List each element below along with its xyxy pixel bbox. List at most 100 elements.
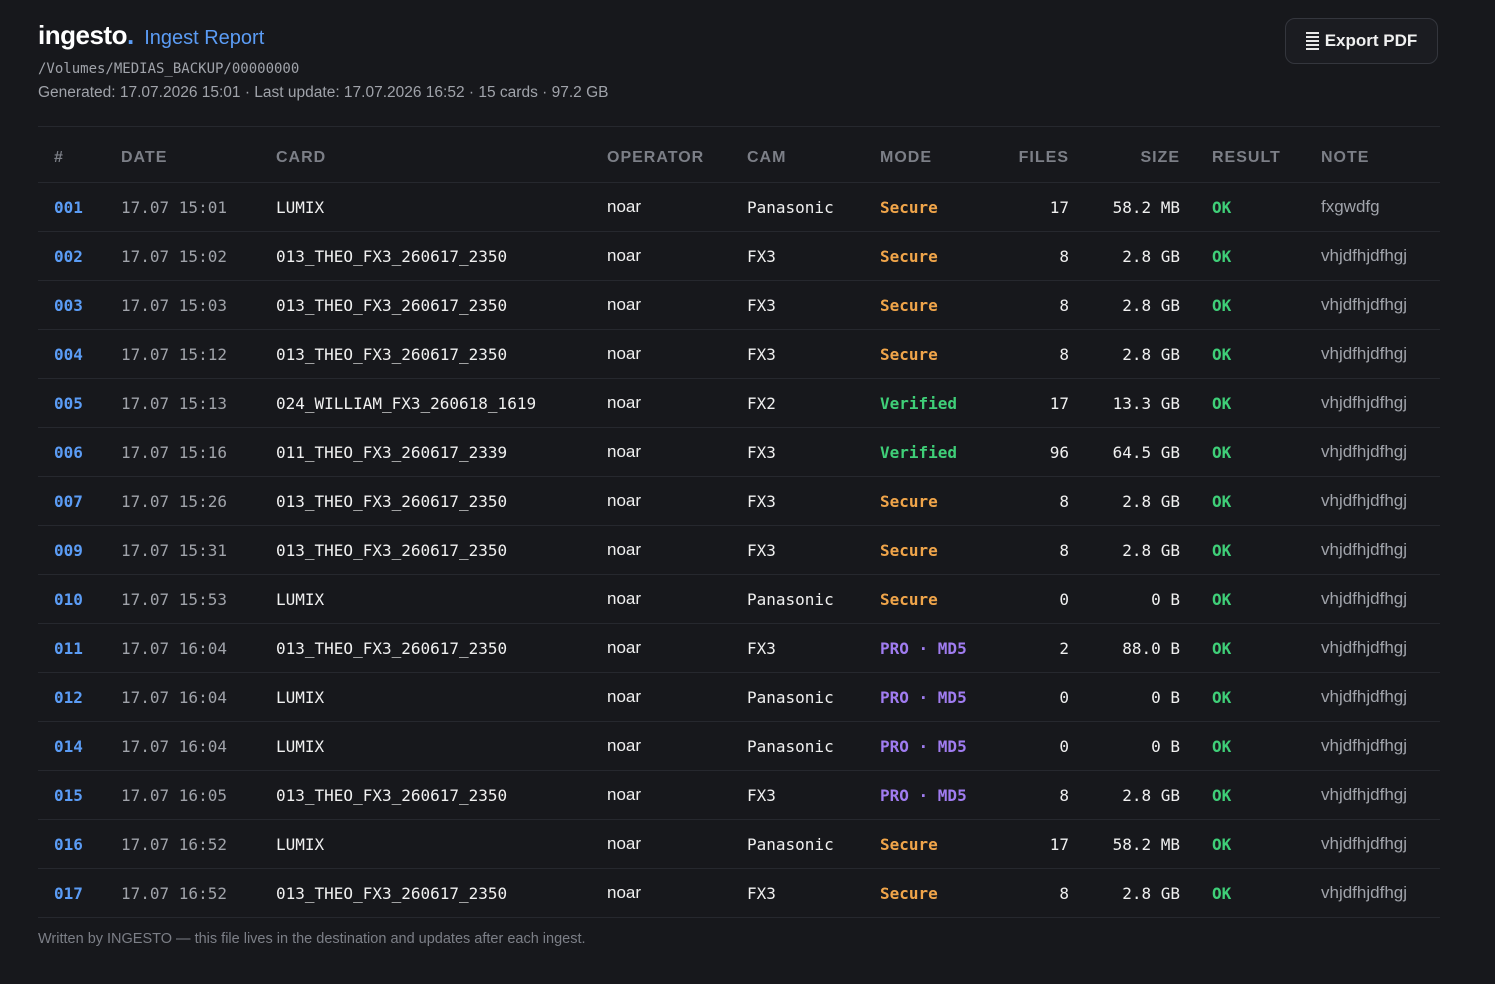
row-number: 004 <box>54 344 83 364</box>
row-files: 8 <box>1059 295 1069 315</box>
table-row: 009 17.07 15:31 013_THEO_FX3_260617_2350 no… <box>38 526 1440 575</box>
row-mode: Secure <box>880 589 938 609</box>
row-operator: noar <box>607 785 642 804</box>
row-operator: noar <box>607 393 642 412</box>
table-row: 005 17.07 15:13 024_WILLIAM_FX3_260618_161… <box>38 379 1440 428</box>
row-mode: Secure <box>880 344 938 364</box>
header-divider <box>38 126 1440 127</box>
row-mode: PRO · MD5 <box>880 785 967 805</box>
row-note: vhjdfhjdfhgj <box>1321 589 1408 608</box>
row-size: 2.8 GB <box>1122 491 1180 511</box>
row-operator: noar <box>607 540 642 559</box>
row-number: 005 <box>54 393 83 413</box>
row-size: 0 B <box>1151 736 1180 756</box>
destination-path: /Volumes/MEDIAS_BACKUP/00000000 <box>38 61 300 77</box>
brand-dot: . <box>126 20 135 50</box>
row-card: LUMIX <box>276 834 325 854</box>
row-mode: PRO · MD5 <box>880 687 967 707</box>
row-cam: Panasonic <box>747 197 834 217</box>
row-date: 17.07 15:16 <box>121 442 227 462</box>
table-row: 012 17.07 16:04 LUMIX noar Panasonic PRO · MD… <box>38 673 1440 722</box>
row-note: fxgwdfg <box>1321 197 1380 216</box>
row-card: 013_THEO_FX3_260617_2350 <box>276 491 508 511</box>
table-header: # DATE CARD OPERATOR CAM MODE FILES SIZE… <box>38 134 1440 183</box>
row-date: 17.07 15:31 <box>121 540 227 560</box>
row-size: 0 B <box>1151 589 1180 609</box>
row-card: 024_WILLIAM_FX3_260618_1619 <box>276 393 537 413</box>
row-number: 012 <box>54 687 83 707</box>
row-mode: Secure <box>880 295 938 315</box>
row-operator: noar <box>607 344 642 363</box>
row-files: 17 <box>1049 197 1069 217</box>
row-note: vhjdfhjdfhgj <box>1321 344 1408 363</box>
row-size: 58.2 MB <box>1112 197 1180 217</box>
row-size: 2.8 GB <box>1122 295 1180 315</box>
row-note: vhjdfhjdfhgj <box>1321 785 1408 804</box>
footer-note: Written by INGESTO — this file lives in … <box>38 931 586 947</box>
column-header-note: NOTE <box>1321 149 1370 166</box>
row-cam: FX3 <box>747 883 776 903</box>
row-size: 2.8 GB <box>1122 883 1180 903</box>
row-operator: noar <box>607 295 642 314</box>
row-result: OK <box>1212 197 1232 217</box>
row-card: 013_THEO_FX3_260617_2350 <box>276 638 508 658</box>
row-number: 015 <box>54 785 83 805</box>
row-date: 17.07 16:04 <box>121 687 227 707</box>
export-pdf-button[interactable]: Export PDF <box>1285 18 1438 64</box>
row-card: 011_THEO_FX3_260617_2339 <box>276 442 508 462</box>
row-result: OK <box>1212 687 1232 707</box>
row-files: 8 <box>1059 344 1069 364</box>
row-operator: noar <box>607 687 642 706</box>
row-size: 64.5 GB <box>1112 442 1180 462</box>
row-files: 17 <box>1049 393 1069 413</box>
row-mode: Secure <box>880 197 938 217</box>
row-card: 013_THEO_FX3_260617_2350 <box>276 540 508 560</box>
row-operator: noar <box>607 246 642 265</box>
row-number: 017 <box>54 883 83 903</box>
row-note: vhjdfhjdfhgj <box>1321 736 1408 755</box>
row-result: OK <box>1212 344 1232 364</box>
row-files: 0 <box>1059 687 1069 707</box>
column-header-cam: CAM <box>747 149 787 166</box>
row-result: OK <box>1212 785 1232 805</box>
row-mode: Secure <box>880 834 938 854</box>
row-cam: FX3 <box>747 785 776 805</box>
row-card: LUMIX <box>276 687 325 707</box>
table-row: 017 17.07 16:52 013_THEO_FX3_260617_2350 no… <box>38 869 1440 918</box>
row-note: vhjdfhjdfhgj <box>1321 687 1408 706</box>
row-files: 2 <box>1059 638 1069 658</box>
table-row: 016 17.07 16:52 LUMIX noar Panasonic Secure 17… <box>38 820 1440 869</box>
row-card: 013_THEO_FX3_260617_2350 <box>276 246 508 266</box>
report-header: ingesto . Ingest Report <box>38 20 264 51</box>
row-card: 013_THEO_FX3_260617_2350 <box>276 785 508 805</box>
row-cam: FX3 <box>747 491 776 511</box>
row-mode: Verified <box>880 442 958 462</box>
row-size: 58.2 MB <box>1112 834 1180 854</box>
row-cam: FX3 <box>747 246 776 266</box>
row-size: 88.0 B <box>1122 638 1180 658</box>
row-card: LUMIX <box>276 589 325 609</box>
row-mode: Secure <box>880 491 938 511</box>
row-cam: Panasonic <box>747 736 834 756</box>
row-size: 2.8 GB <box>1122 344 1180 364</box>
table-row: 010 17.07 15:53 LUMIX noar Panasonic Secure 0 0… <box>38 575 1440 624</box>
row-mode: Secure <box>880 883 938 903</box>
row-number: 001 <box>54 197 83 217</box>
row-files: 8 <box>1059 246 1069 266</box>
row-size: 2.8 GB <box>1122 785 1180 805</box>
row-result: OK <box>1212 246 1232 266</box>
row-cam: FX3 <box>747 344 776 364</box>
row-date: 17.07 15:02 <box>121 246 227 266</box>
row-note: vhjdfhjdfhgj <box>1321 883 1408 902</box>
row-files: 8 <box>1059 785 1069 805</box>
row-date: 17.07 16:52 <box>121 834 227 854</box>
row-files: 8 <box>1059 540 1069 560</box>
row-cam: FX2 <box>747 393 776 413</box>
table-row: 011 17.07 16:04 013_THEO_FX3_260617_2350 no… <box>38 624 1440 673</box>
row-number: 009 <box>54 540 83 560</box>
table-row: 002 17.07 15:02 013_THEO_FX3_260617_2350 no… <box>38 232 1440 281</box>
row-note: vhjdfhjdfhgj <box>1321 638 1408 657</box>
row-card: 013_THEO_FX3_260617_2350 <box>276 344 508 364</box>
row-result: OK <box>1212 589 1232 609</box>
